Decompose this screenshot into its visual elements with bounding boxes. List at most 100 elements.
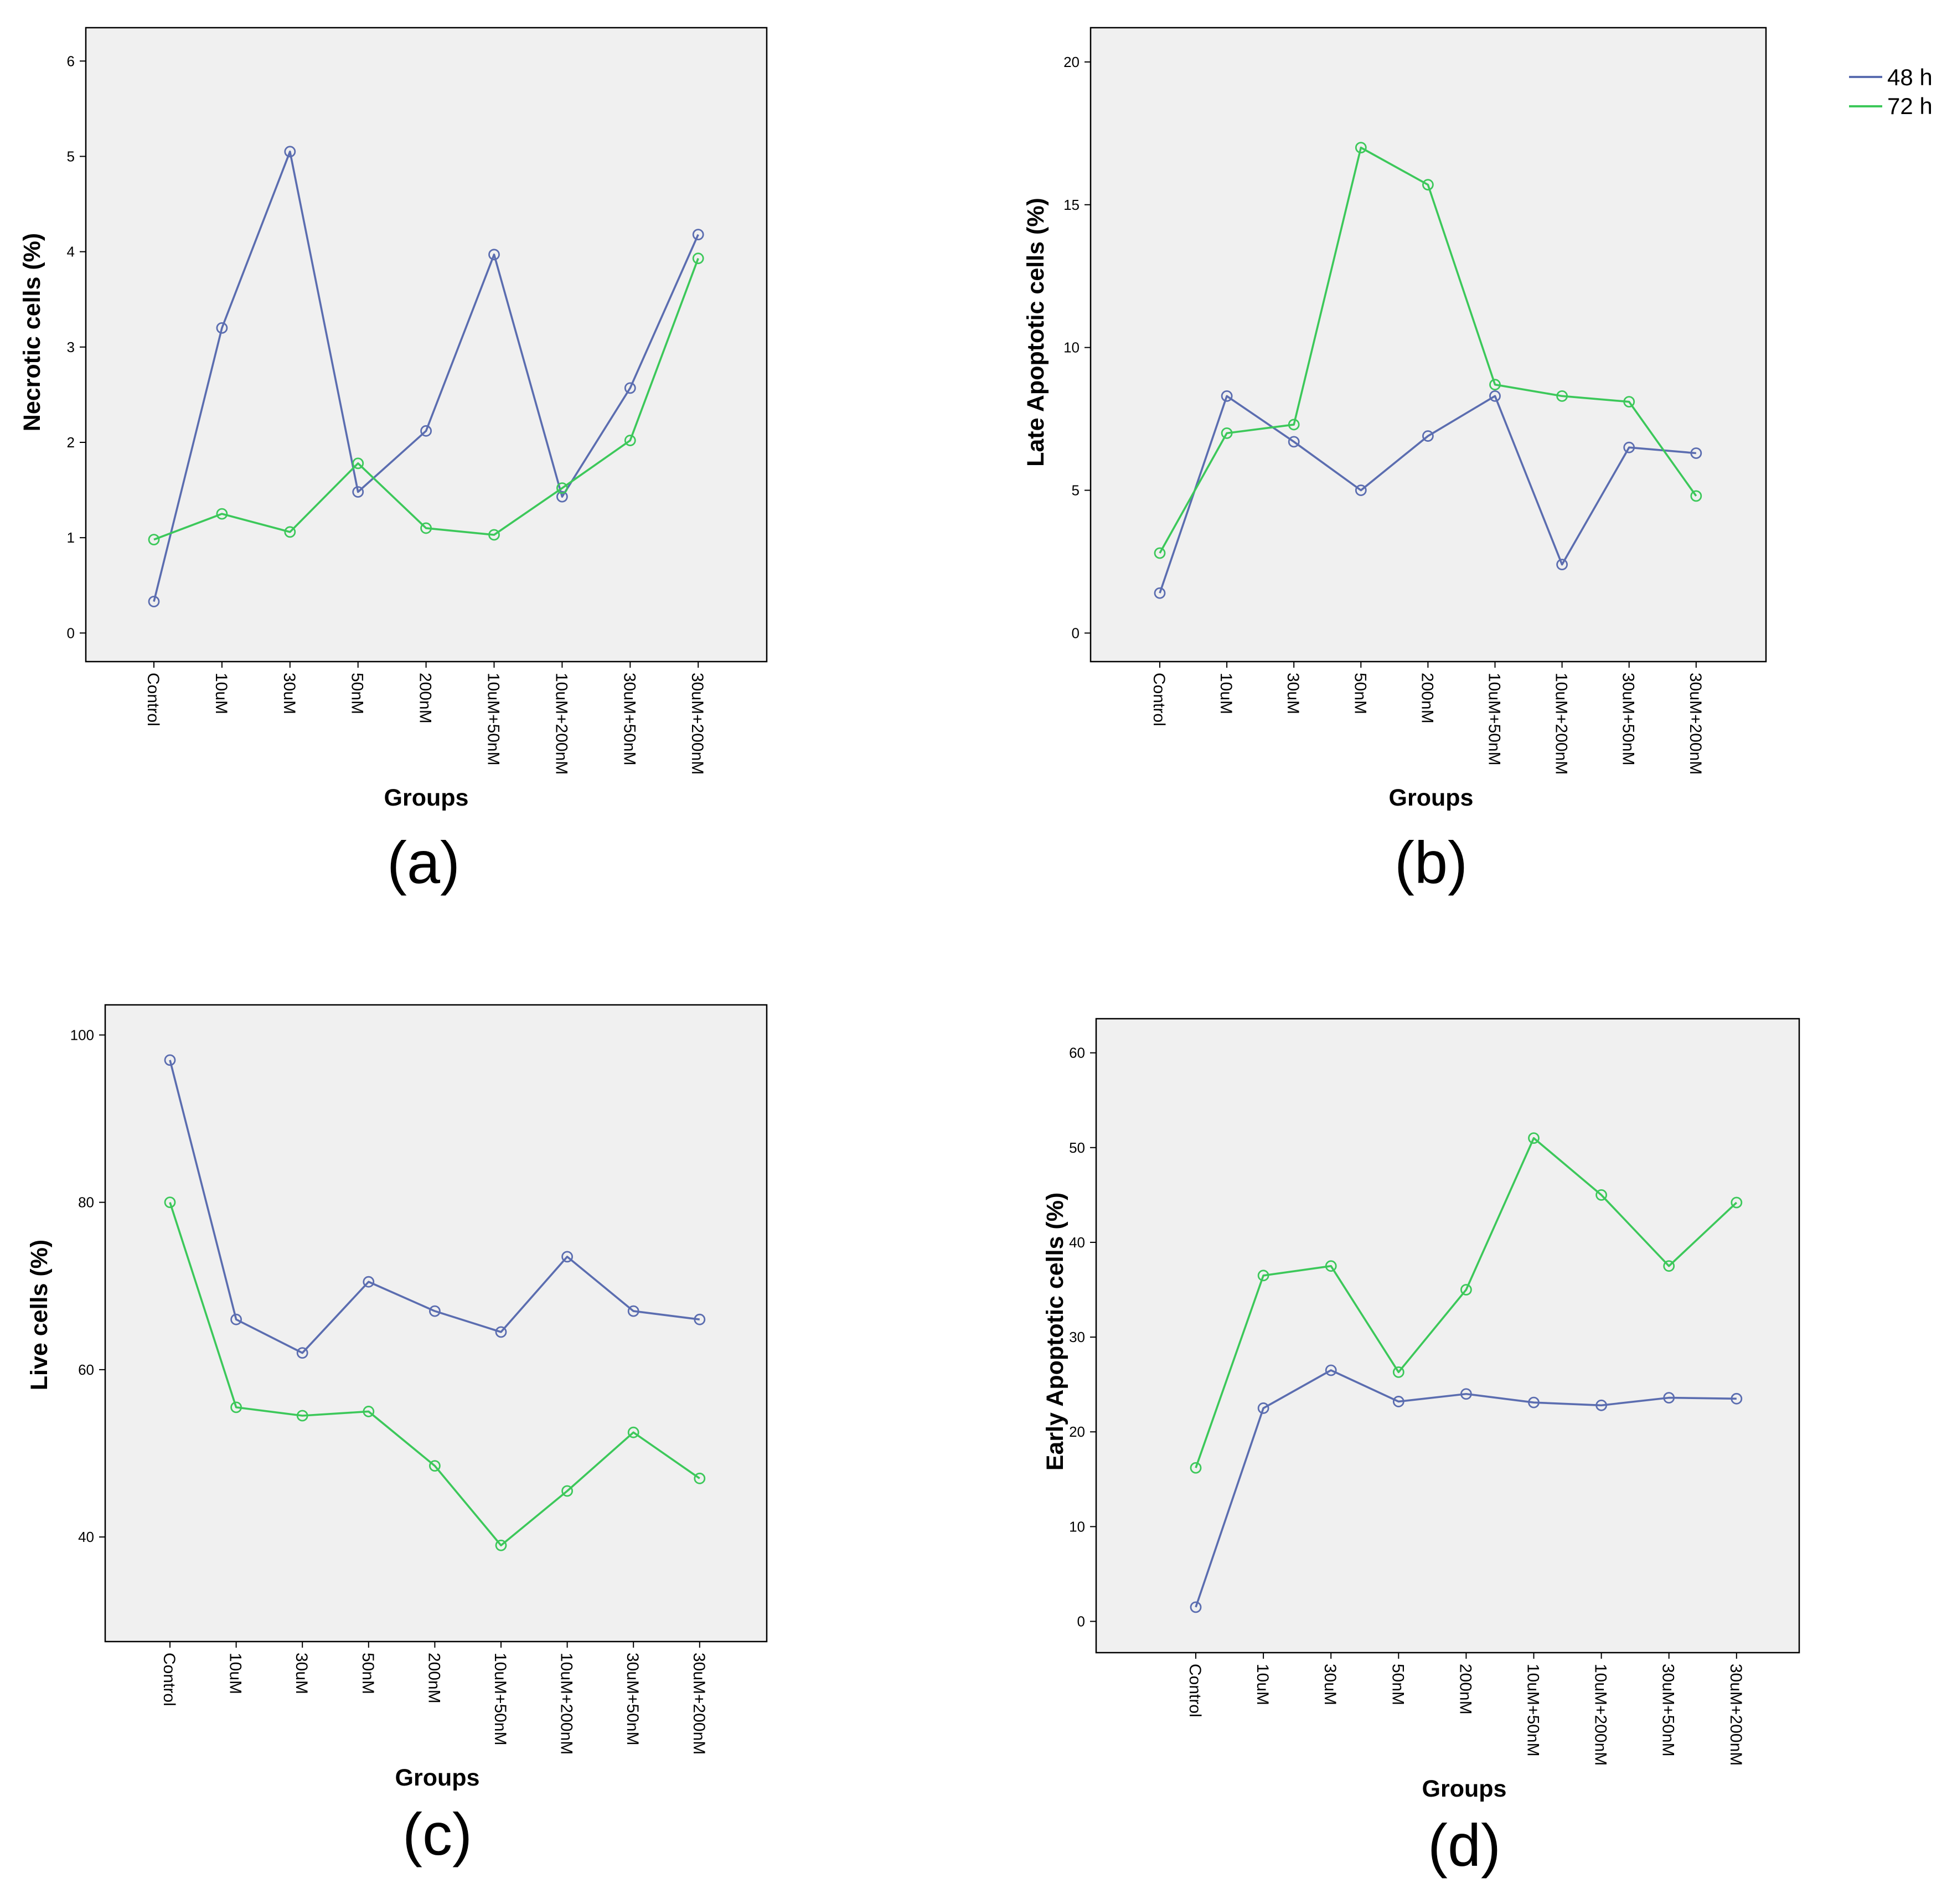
chart-panel-2: 0 5 10 15 20 Control 10uM 30uM 50nM 200nM 10uM+50n…: [1023, 27, 1767, 896]
plot-area: [104, 1004, 768, 1643]
x-tick-label: Control: [1186, 1664, 1204, 1717]
x-tick-label: Control: [160, 1653, 178, 1706]
y-tick-label: 6: [67, 53, 75, 69]
chart-panel-4: 0 10 20 30 40 50 60 Control 10uM 30uM 50nM 200nM 10u…: [1042, 1018, 1800, 1879]
x-tick-label: Control: [1150, 673, 1168, 726]
data-point: [561, 1251, 573, 1263]
x-tick-label: 10uM: [1253, 1664, 1272, 1705]
data-point: [1325, 1260, 1337, 1272]
data-point: [1556, 559, 1568, 571]
x-tick-label: 50nM: [348, 673, 366, 714]
y-axis-title: Early Apoptotic cells (%): [1042, 1193, 1068, 1471]
x-tick-label: 30uM+200nM: [1686, 673, 1705, 775]
data-point: [1355, 142, 1367, 154]
data-point: [429, 1305, 441, 1317]
x-tick-label: 200nM: [416, 673, 435, 724]
series-line-48h: [1159, 395, 1696, 594]
data-point: [692, 229, 704, 241]
data-point: [1422, 430, 1434, 442]
data-point: [624, 382, 636, 394]
data-point: [363, 1276, 375, 1288]
y-tick-label: 40: [78, 1529, 94, 1545]
x-axis-title: Groups: [384, 785, 469, 811]
x-tick-label: 200nM: [425, 1653, 443, 1704]
x-tick-label: 30uM+50nM: [623, 1653, 642, 1746]
data-point: [1731, 1392, 1743, 1405]
data-point: [1325, 1364, 1337, 1376]
x-tick-label: 10uM+50nM: [1524, 1664, 1542, 1757]
data-point: [296, 1410, 308, 1422]
data-point: [694, 1472, 706, 1484]
panel-label: (a): [387, 829, 460, 896]
data-point: [420, 522, 432, 534]
data-point: [692, 252, 704, 265]
data-point: [1422, 179, 1434, 191]
data-point: [624, 435, 636, 446]
data-point: [1595, 1189, 1608, 1201]
x-tick-label: 30uM+50nM: [1619, 673, 1638, 766]
data-point: [1392, 1396, 1404, 1407]
data-point: [1595, 1399, 1608, 1411]
series-line-48h: [153, 151, 699, 602]
x-tick-label: 10uM+200nM: [1592, 1664, 1610, 1766]
x-axis-title: Groups: [1389, 785, 1474, 811]
y-axis-title: Live cells (%): [26, 1240, 53, 1390]
y-tick-label: 0: [1077, 1613, 1085, 1630]
series-line-48h: [1195, 1369, 1737, 1608]
data-point: [420, 425, 432, 437]
x-tick-label: 50nM: [359, 1653, 377, 1694]
data-point: [627, 1305, 639, 1317]
data-point: [1392, 1366, 1404, 1378]
panel-label: (b): [1395, 829, 1468, 896]
data-point: [352, 486, 364, 498]
x-tick-label: 10uM+200nM: [1552, 673, 1571, 775]
series-line-72h: [1195, 1137, 1738, 1468]
x-tick-label: 200nM: [1456, 1664, 1474, 1715]
data-point: [1623, 396, 1635, 408]
y-tick-label: 60: [1069, 1045, 1085, 1061]
data-point: [429, 1460, 441, 1472]
legend: 48 h 72 h: [1849, 64, 1933, 119]
series-line-72h: [153, 258, 699, 541]
series-line-48h: [169, 1060, 700, 1354]
data-point: [1663, 1392, 1675, 1404]
y-tick-label: 3: [67, 339, 75, 355]
y-axis-title: Necrotic cells (%): [19, 233, 45, 431]
y-tick-label: 1: [67, 529, 75, 546]
data-point: [556, 482, 568, 494]
data-point: [1460, 1388, 1472, 1400]
y-tick-label: 60: [78, 1361, 94, 1378]
x-tick-label: 200nM: [1418, 673, 1436, 724]
y-tick-label: 40: [1069, 1234, 1085, 1251]
data-point: [164, 1196, 176, 1209]
x-tick-label: 10uM+50nM: [484, 673, 503, 766]
x-tick-label: 30uM: [1321, 1664, 1339, 1705]
data-point: [1731, 1196, 1743, 1209]
data-point: [1288, 419, 1300, 431]
x-tick-label: 30uM+200nM: [688, 673, 706, 775]
y-tick-label: 4: [67, 244, 75, 260]
data-point: [148, 596, 160, 607]
x-tick-label: 10uM: [212, 673, 230, 714]
x-tick-label: 30uM+200nM: [1727, 1664, 1745, 1766]
x-tick-label: 10uM+50nM: [491, 1653, 509, 1746]
data-point: [1690, 490, 1702, 502]
data-point: [495, 1326, 507, 1338]
x-tick-label: Control: [144, 673, 162, 726]
x-tick-label: 30uM+50nM: [1659, 1664, 1677, 1757]
data-point: [561, 1485, 573, 1497]
x-tick-label: 30uM: [280, 673, 298, 714]
data-point: [216, 322, 228, 334]
data-point: [148, 534, 160, 546]
x-tick-label: 10uM+200nM: [552, 673, 570, 775]
data-point: [363, 1406, 375, 1417]
data-point: [1528, 1396, 1540, 1408]
data-point: [296, 1347, 308, 1359]
y-tick-label: 10: [1063, 339, 1080, 356]
data-point: [1663, 1260, 1675, 1272]
x-tick-label: 30uM: [1284, 673, 1302, 714]
plot-area: [1089, 27, 1767, 663]
data-point: [1528, 1132, 1540, 1144]
data-point: [1489, 379, 1501, 391]
data-point: [1623, 441, 1635, 453]
